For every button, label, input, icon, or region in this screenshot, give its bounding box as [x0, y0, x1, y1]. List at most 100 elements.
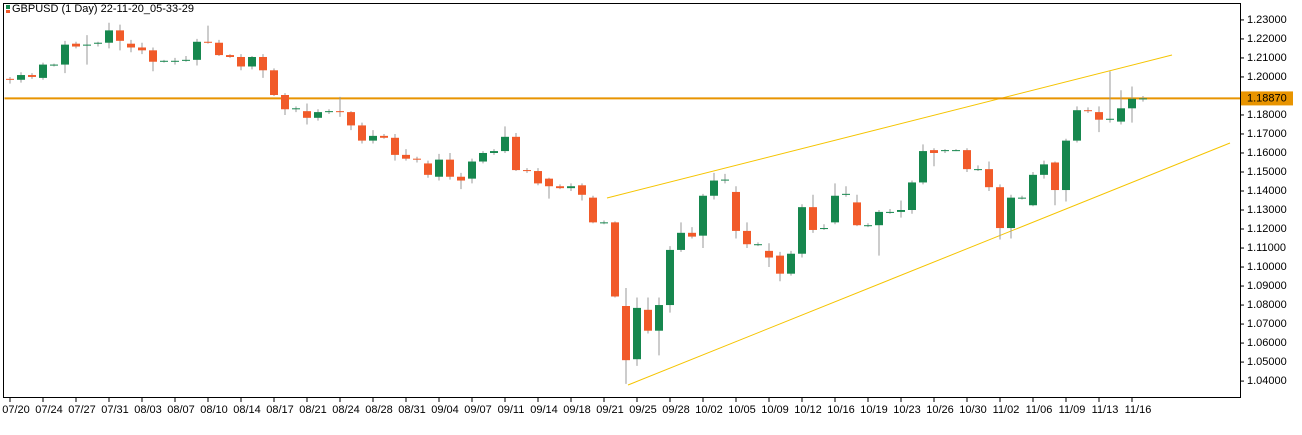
x-tick-label: 08/03: [134, 404, 162, 416]
x-tick-label: 11/09: [1059, 404, 1086, 416]
x-tick-label: 11/02: [993, 404, 1020, 416]
plot-frame: [3, 3, 1241, 398]
x-tick-label: 07/24: [35, 404, 63, 416]
candle-body: [1062, 140, 1070, 191]
y-tick-label: 1.15000: [1247, 166, 1287, 178]
candle-body: [864, 225, 872, 227]
candle-body: [127, 43, 135, 48]
candle-body: [490, 151, 498, 153]
x-tick-label: 09/04: [431, 404, 459, 416]
x-tick-label: 10/26: [926, 404, 954, 416]
candle-body: [644, 309, 652, 331]
candle-body: [138, 47, 146, 51]
candle-body: [589, 197, 597, 223]
candle-body: [391, 137, 399, 155]
y-tick-label: 1.04000: [1247, 375, 1287, 387]
y-tick-label: 1.20000: [1247, 71, 1287, 83]
x-tick-label: 10/12: [794, 404, 822, 416]
candle-body: [270, 70, 278, 96]
x-tick-label: 11/13: [1092, 404, 1119, 416]
candle-body: [996, 187, 1004, 229]
x-tick-label: 10/30: [959, 404, 987, 416]
x-tick-label: 09/28: [662, 404, 690, 416]
x-tick-label: 10/02: [695, 404, 723, 416]
candle-body: [556, 186, 564, 189]
x-tick-label: 08/31: [398, 404, 426, 416]
y-tick-label: 1.22000: [1247, 33, 1287, 45]
candle-body: [985, 169, 993, 188]
x-tick-label: 09/11: [498, 404, 525, 416]
candle-body: [600, 222, 608, 224]
y-tick-label: 1.17000: [1247, 128, 1287, 140]
candle-body: [6, 78, 14, 80]
candle-body: [281, 95, 289, 110]
y-tick-label: 1.11000: [1247, 242, 1286, 254]
x-tick-label: 07/20: [2, 404, 30, 416]
candle-body: [248, 56, 256, 67]
candle-body: [1095, 112, 1103, 120]
candle-body: [149, 50, 157, 62]
candle-body: [61, 44, 69, 65]
candle-body: [347, 112, 355, 126]
y-tick-label: 1.10000: [1247, 261, 1287, 273]
y-tick-label: 1.23000: [1247, 14, 1287, 26]
x-tick-label: 08/10: [200, 404, 228, 416]
x-tick-label: 09/07: [464, 404, 492, 416]
candle-body: [512, 136, 520, 171]
candle-body: [1128, 98, 1136, 109]
x-tick-label: 08/24: [332, 404, 360, 416]
x-tick-label: 08/17: [266, 404, 294, 416]
current-price-label: 1.18870: [1247, 92, 1287, 104]
candle-body: [457, 176, 465, 181]
candle-body: [1139, 98, 1147, 100]
x-tick-label: 09/18: [563, 404, 591, 416]
candle-body: [292, 108, 300, 110]
x-tick-label: 10/16: [827, 404, 855, 416]
candle-body: [908, 182, 916, 211]
candle-body: [754, 244, 762, 246]
candle-body: [875, 211, 883, 226]
trend-line: [606, 54, 1173, 199]
candle-body: [776, 255, 784, 274]
candle-body: [17, 75, 25, 80]
x-tick-label: 09/25: [629, 404, 657, 416]
candle-body: [325, 111, 333, 113]
candle-body: [369, 135, 377, 141]
candle-body: [831, 195, 839, 223]
x-tick-label: 09/21: [596, 404, 624, 416]
candle-body: [567, 186, 575, 189]
candle-body: [732, 191, 740, 231]
y-tick-label: 1.07000: [1247, 318, 1287, 330]
candle-body: [336, 111, 344, 113]
chart-title: GBPUSD (1 Day) 22-11-20_05-33-29: [12, 3, 194, 15]
candle-body: [886, 211, 894, 213]
candle-body: [105, 30, 113, 43]
candle-body: [622, 305, 630, 361]
candle-body: [743, 230, 751, 245]
candle-body: [710, 180, 718, 196]
candle-body: [523, 170, 531, 172]
x-tick-label: 10/05: [728, 404, 756, 416]
candle-body: [171, 60, 179, 62]
candle-body: [116, 30, 124, 41]
candle-body: [215, 42, 223, 56]
candle-body: [446, 159, 454, 177]
candle-body: [501, 136, 509, 152]
y-tick-label: 1.18000: [1247, 109, 1287, 121]
candle-body: [787, 253, 795, 274]
x-tick-label: 11/06: [1026, 404, 1053, 416]
candle-body: [897, 210, 905, 212]
candle-body: [666, 249, 674, 306]
candle-body: [226, 55, 234, 57]
y-tick-label: 1.09000: [1247, 280, 1287, 292]
candle-body: [765, 250, 773, 258]
candle-body: [545, 178, 553, 187]
candle-body: [1029, 174, 1037, 206]
candle-body: [1007, 197, 1015, 229]
x-tick-label: 10/23: [893, 404, 921, 416]
candle-body: [424, 163, 432, 175]
candle-body: [655, 305, 663, 331]
candle-body: [963, 150, 971, 170]
x-tick-label: 08/07: [167, 404, 195, 416]
